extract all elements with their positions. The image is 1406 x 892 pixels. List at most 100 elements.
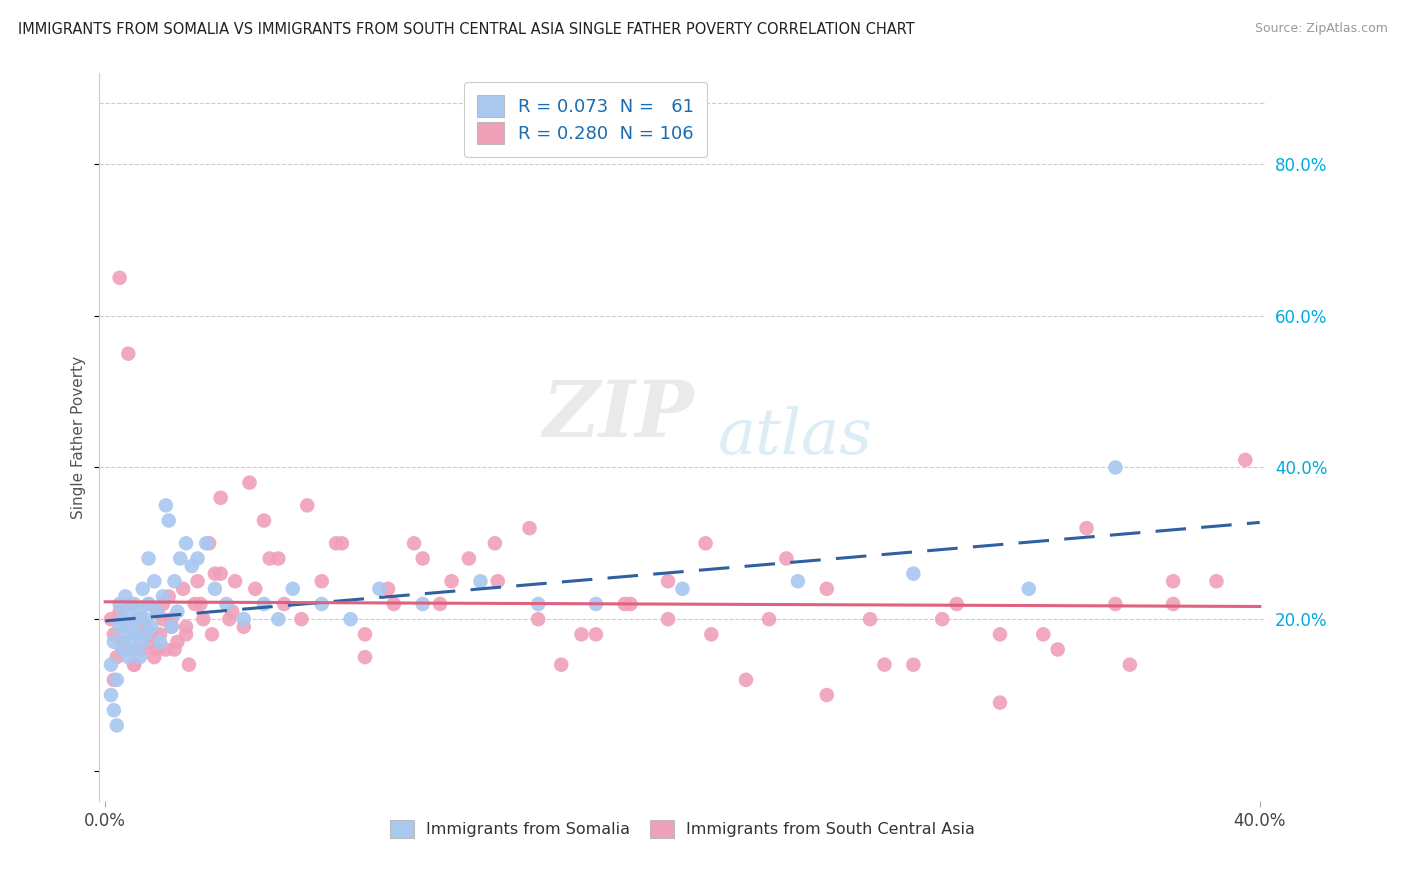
Point	[103, 673, 125, 687]
Point	[903, 657, 925, 672]
Point	[873, 657, 896, 672]
Point	[135, 627, 157, 641]
Point	[297, 499, 319, 513]
Point	[125, 627, 148, 641]
Point	[160, 612, 183, 626]
Point	[204, 566, 226, 581]
Point	[152, 590, 174, 604]
Point	[155, 499, 177, 513]
Point	[135, 620, 157, 634]
Point	[122, 597, 145, 611]
Point	[141, 627, 163, 641]
Y-axis label: Single Father Poverty: Single Father Poverty	[72, 356, 86, 518]
Point	[103, 703, 125, 717]
Point	[1104, 460, 1126, 475]
Point	[108, 270, 131, 285]
Point	[100, 657, 122, 672]
Point	[135, 612, 157, 626]
Point	[120, 635, 142, 649]
Point	[550, 657, 572, 672]
Point	[735, 673, 758, 687]
Point	[138, 551, 160, 566]
Point	[114, 620, 136, 634]
Point	[859, 612, 882, 626]
Point	[141, 635, 163, 649]
Point	[988, 696, 1011, 710]
Point	[125, 627, 148, 641]
Point	[149, 635, 172, 649]
Point	[146, 605, 169, 619]
Point	[204, 582, 226, 596]
Point	[163, 642, 186, 657]
Point	[100, 612, 122, 626]
Point	[132, 642, 155, 657]
Point	[484, 536, 506, 550]
Point	[120, 620, 142, 634]
Point	[354, 650, 377, 665]
Point	[122, 657, 145, 672]
Point	[209, 491, 232, 505]
Text: IMMIGRANTS FROM SOMALIA VS IMMIGRANTS FROM SOUTH CENTRAL ASIA SINGLE FATHER POVE: IMMIGRANTS FROM SOMALIA VS IMMIGRANTS FR…	[18, 22, 915, 37]
Point	[527, 597, 550, 611]
Point	[218, 612, 240, 626]
Point	[429, 597, 451, 611]
Point	[155, 642, 177, 657]
Point	[527, 612, 550, 626]
Point	[613, 597, 636, 611]
Point	[253, 514, 276, 528]
Point	[111, 635, 134, 649]
Point	[187, 574, 209, 589]
Point	[619, 597, 641, 611]
Point	[273, 597, 295, 611]
Point	[117, 642, 139, 657]
Point	[585, 597, 607, 611]
Point	[157, 514, 180, 528]
Point	[382, 597, 405, 611]
Point	[143, 574, 166, 589]
Point	[122, 657, 145, 672]
Point	[149, 627, 172, 641]
Point	[281, 582, 304, 596]
Point	[125, 612, 148, 626]
Point	[657, 612, 679, 626]
Point	[152, 597, 174, 611]
Point	[103, 635, 125, 649]
Point	[160, 620, 183, 634]
Point	[128, 605, 150, 619]
Point	[209, 566, 232, 581]
Point	[1104, 597, 1126, 611]
Point	[111, 642, 134, 657]
Point	[221, 605, 243, 619]
Point	[457, 551, 479, 566]
Point	[1161, 597, 1184, 611]
Point	[193, 612, 215, 626]
Point	[169, 551, 191, 566]
Point	[238, 475, 260, 490]
Point	[330, 536, 353, 550]
Point	[163, 574, 186, 589]
Point	[146, 642, 169, 657]
Point	[412, 551, 434, 566]
Point	[190, 597, 212, 611]
Point	[108, 597, 131, 611]
Point	[143, 650, 166, 665]
Point	[412, 597, 434, 611]
Point	[440, 574, 463, 589]
Point	[267, 551, 290, 566]
Point	[117, 346, 139, 360]
Text: Source: ZipAtlas.com: Source: ZipAtlas.com	[1254, 22, 1388, 36]
Point	[1234, 453, 1257, 467]
Point	[787, 574, 810, 589]
Point	[657, 574, 679, 589]
Point	[354, 627, 377, 641]
Point	[245, 582, 267, 596]
Point	[585, 627, 607, 641]
Point	[135, 627, 157, 641]
Point	[215, 597, 238, 611]
Point	[117, 650, 139, 665]
Point	[100, 688, 122, 702]
Point	[368, 582, 391, 596]
Point	[519, 521, 541, 535]
Point	[571, 627, 593, 641]
Point	[166, 635, 188, 649]
